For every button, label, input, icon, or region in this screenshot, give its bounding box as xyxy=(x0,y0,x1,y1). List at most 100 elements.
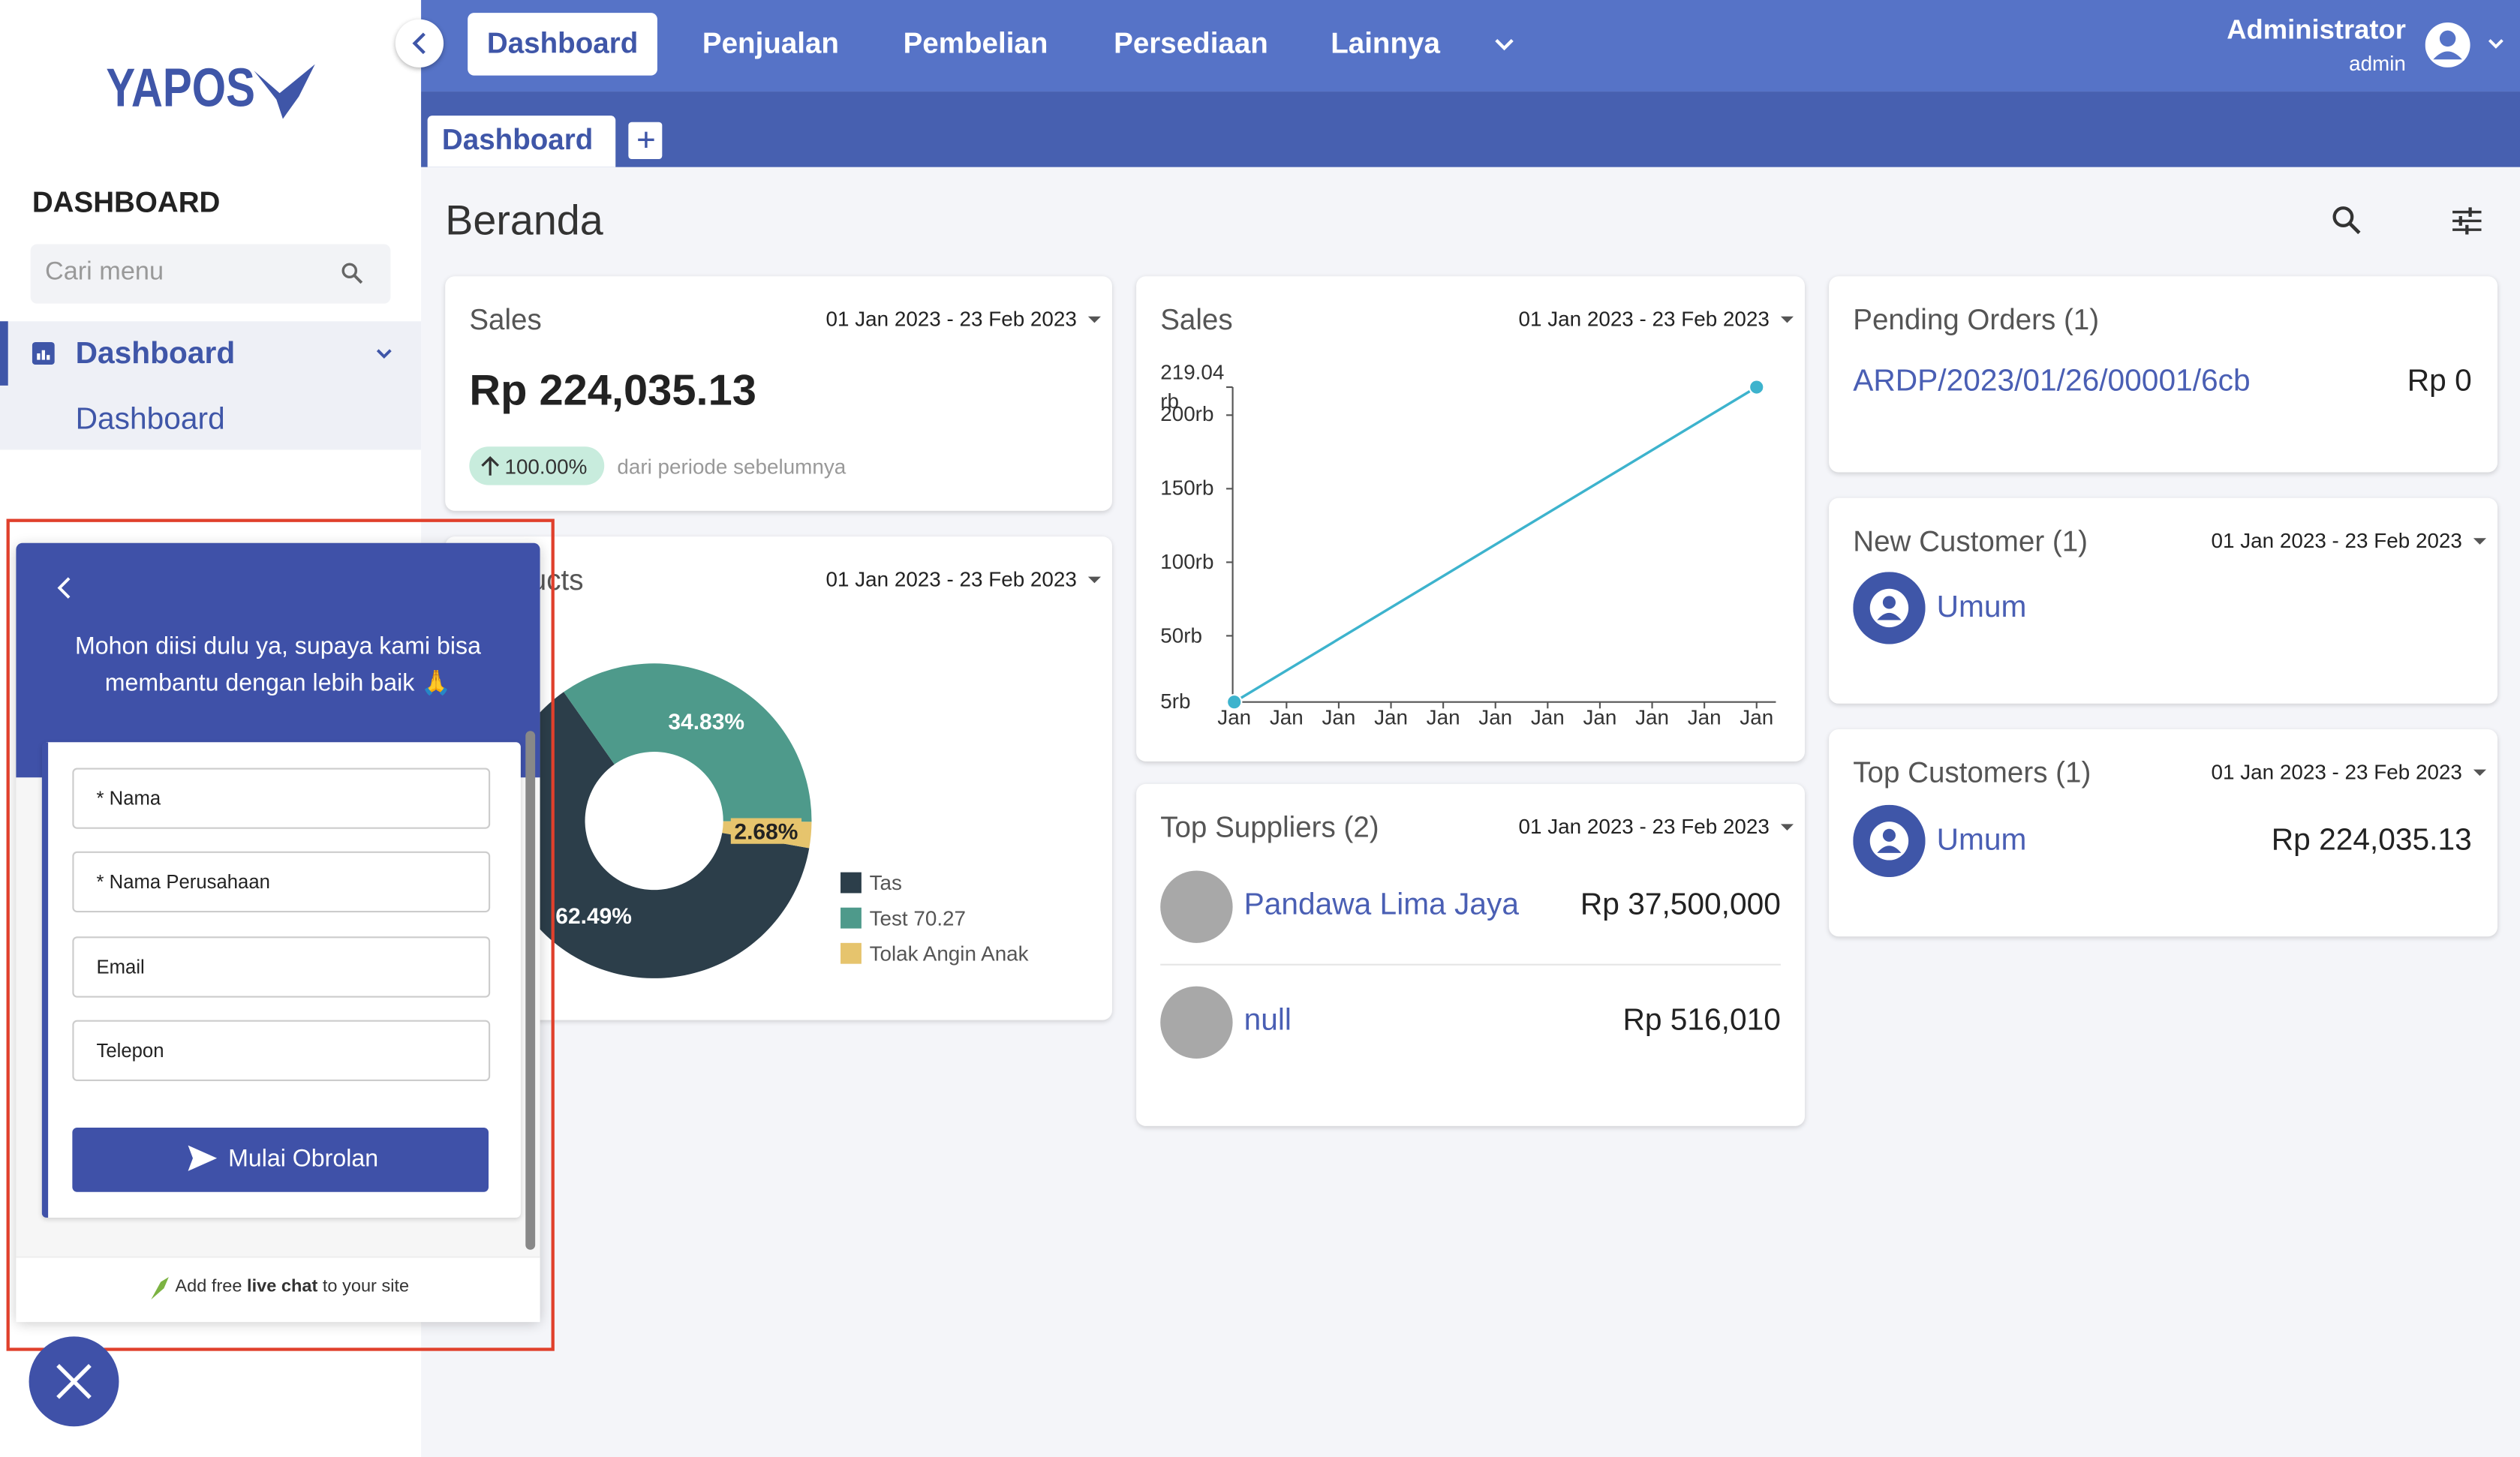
avatar xyxy=(1160,986,1233,1059)
input-field[interactable]: Email xyxy=(72,936,491,998)
donut-chart: 62.49% Tas 34.83% Test 70.27 2.68% Tolak Angi… xyxy=(496,663,1029,978)
close-icon xyxy=(56,1364,92,1399)
chat-intro: Mohon diisi dulu ya, supaya kami bisa me… xyxy=(74,632,482,698)
new-customer-card: New Customer (1) 01 Jan 2023 - 23 Feb 20… xyxy=(1829,497,2498,704)
date-range[interactable]: 01 Jan 2023 - 23 Feb 2023 xyxy=(2211,528,2487,553)
submenu-item[interactable]: Dashboard xyxy=(75,403,225,437)
divider xyxy=(1160,963,1781,966)
logo-bird xyxy=(254,64,315,119)
date-range[interactable]: 01 Jan 2023 - 23 Feb 2023 xyxy=(825,306,1102,332)
slice-label: 34.83% xyxy=(668,710,744,735)
avatar xyxy=(1160,870,1233,943)
order-id[interactable]: ARDP/2023/01/26/00001/6cb xyxy=(1853,365,2251,398)
customer-name[interactable]: Umum xyxy=(1936,824,2027,858)
y-tick-label: 100rb xyxy=(1160,549,1214,574)
up-arrow xyxy=(481,455,500,476)
footer-icon xyxy=(151,1277,169,1300)
x-tick-label: Jan xyxy=(1478,706,1512,729)
input-field[interactable]: * Nama Perusahaan xyxy=(72,851,491,913)
slice-label: 62.49% xyxy=(555,904,632,929)
legend-label: Tolak Angin Anak xyxy=(870,942,1029,965)
card-title: Sales xyxy=(469,303,542,336)
footer-part: live chat xyxy=(247,1277,318,1296)
legend-swatch xyxy=(841,907,862,929)
label-bg xyxy=(730,818,802,844)
suppliers-card: Top Suppliers (2) 01 Jan 2023 - 23 Feb 2… xyxy=(1136,783,1805,1126)
chat-header xyxy=(16,542,540,778)
y-tick-label: 150rb xyxy=(1160,476,1214,500)
chat-close[interactable] xyxy=(29,1336,119,1427)
page-title: Beranda xyxy=(445,196,603,245)
change-note: dari periode sebelumnya xyxy=(617,454,847,479)
top-bar xyxy=(421,0,2520,92)
nav-active-bg xyxy=(468,13,657,76)
add-tab[interactable] xyxy=(628,122,663,159)
date-range[interactable]: 01 Jan 2023 - 23 Feb 2023 xyxy=(2211,759,2487,784)
change-value: 100.00% xyxy=(504,454,588,479)
nav-item[interactable]: Penjualan xyxy=(702,27,839,60)
send-icon xyxy=(188,1145,218,1171)
filter-button[interactable] xyxy=(2452,207,2482,235)
sales-amount: Rp 224,035.13 xyxy=(469,366,756,415)
logo: YAPOS xyxy=(106,58,255,119)
search-box[interactable] xyxy=(30,244,391,304)
input-field[interactable]: Telepon xyxy=(72,1020,491,1081)
x-tick-label: Jan xyxy=(1427,706,1460,729)
menu-item[interactable]: Dashboard xyxy=(75,337,236,371)
x-tick-label: Jan xyxy=(1374,706,1408,729)
user-name: Administrator xyxy=(2227,14,2406,45)
input-field[interactable]: * Nama xyxy=(72,768,491,829)
customer-name[interactable]: Umum xyxy=(1936,590,2027,625)
line-chart: Jan Jan Jan Jan Jan Jan Jan Jan Jan Jan Jan xyxy=(1217,379,1776,729)
chat-back[interactable] xyxy=(53,575,76,601)
card-title: Top Suppliers (2) xyxy=(1160,811,1379,844)
collapse-button[interactable] xyxy=(395,19,444,68)
card-title: Top Customers (1) xyxy=(1853,756,2091,789)
x-tick-label: Jan xyxy=(1270,706,1304,729)
nav-item[interactable]: Dashboard xyxy=(486,27,639,60)
start-chat-button[interactable] xyxy=(72,1128,489,1192)
card-title: Pending Orders (1) xyxy=(1853,303,2100,336)
scrollbar[interactable] xyxy=(525,731,536,1250)
search-button[interactable] xyxy=(2332,206,2361,235)
user-avatar[interactable] xyxy=(2425,22,2506,68)
nav-item[interactable]: Lainnya xyxy=(1331,27,1440,60)
date-range[interactable]: 01 Jan 2023 - 23 Feb 2023 xyxy=(1518,814,1794,839)
date-range[interactable]: 01 Jan 2023 - 23 Feb 2023 xyxy=(1518,306,1794,332)
legend-label: Tas xyxy=(870,871,902,894)
avatar xyxy=(1853,804,1926,878)
change-pill xyxy=(469,446,605,485)
supplier-name[interactable]: Pandawa Lima Jaya xyxy=(1243,888,1520,922)
date-range[interactable]: 01 Jan 2023 - 23 Feb 2023 xyxy=(825,566,1102,591)
plus-icon xyxy=(637,131,654,148)
user-role: admin xyxy=(2349,51,2406,76)
x-tick-label: Jan xyxy=(1322,706,1355,729)
tab[interactable]: Dashboard xyxy=(441,123,594,156)
footer-part: to your site xyxy=(317,1277,410,1296)
supplier-name[interactable]: null xyxy=(1243,1004,1292,1038)
card-title: Sales xyxy=(1160,303,1233,336)
menu-group xyxy=(0,321,422,450)
order-amount: Rp 0 xyxy=(2407,365,2472,398)
search-icon xyxy=(341,263,363,284)
x-tick-label: Jan xyxy=(1688,706,1722,729)
footer-text: Add free live chat to your site xyxy=(175,1277,409,1296)
sales-line xyxy=(1233,386,1758,704)
highlight-frame xyxy=(6,518,555,1351)
donut-slice xyxy=(564,663,812,822)
slice-label: 2.68% xyxy=(734,819,798,844)
legend-label: Test 70.27 xyxy=(870,906,966,930)
tab-bg xyxy=(427,116,616,167)
y-tick-label: 219.04 rb xyxy=(1160,359,1225,413)
footer-part: Add free xyxy=(175,1277,248,1296)
nav-more[interactable] xyxy=(1493,35,1516,55)
chevron xyxy=(376,349,392,359)
nav-item[interactable]: Persediaan xyxy=(1114,27,1268,60)
nav-item[interactable]: Pembelian xyxy=(903,27,1048,60)
pending-card: Pending Orders (1) ARDP/2023/01/26/00001… xyxy=(1829,276,2498,473)
chat-footer xyxy=(16,1256,540,1323)
section-title: DASHBOARD xyxy=(32,186,221,219)
tab-bar xyxy=(421,92,2520,167)
legend-swatch xyxy=(841,942,862,964)
y-tick-label: 50rb xyxy=(1160,623,1202,647)
